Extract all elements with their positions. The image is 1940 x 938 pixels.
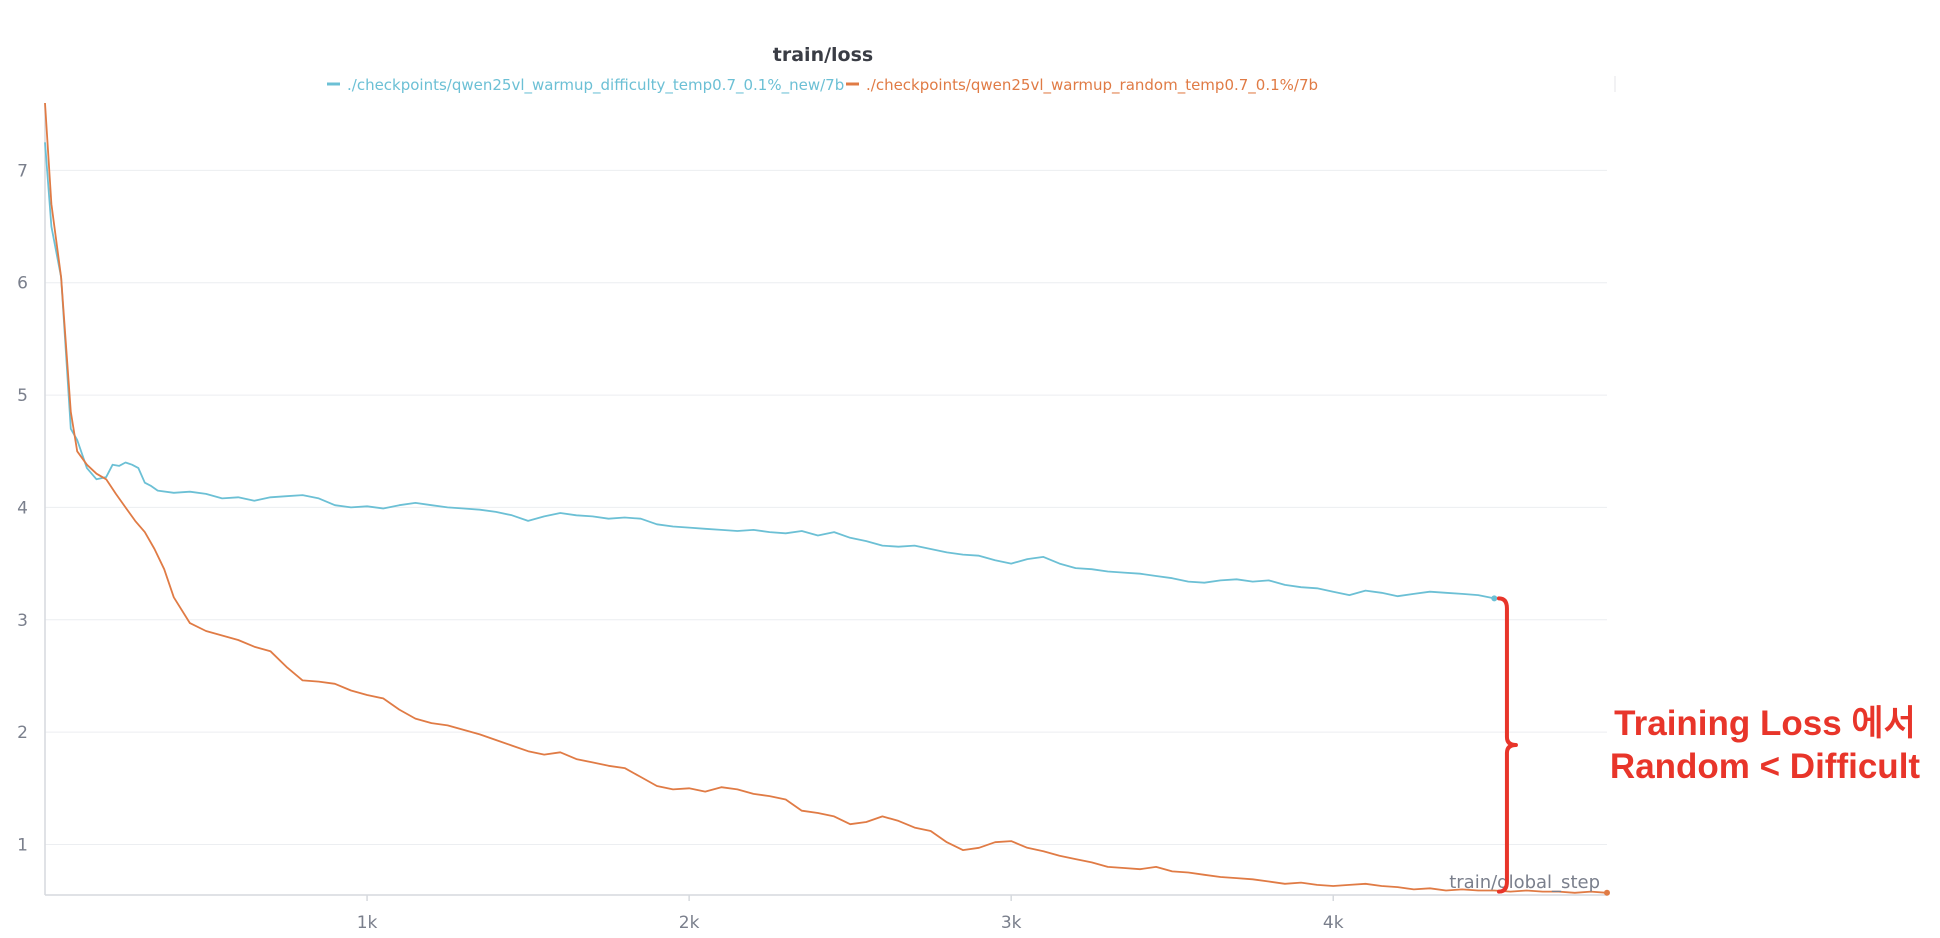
curly-brace bbox=[1496, 596, 1518, 894]
y-tick-label: 2 bbox=[17, 723, 28, 743]
y-tick-label: 3 bbox=[17, 611, 28, 631]
grid-lines bbox=[45, 169, 1607, 845]
x-tick-label: 2k bbox=[679, 913, 700, 933]
y-tick-label: 5 bbox=[17, 386, 28, 406]
x-axis-label: train/global_step bbox=[1449, 872, 1600, 893]
legend-label-difficulty[interactable]: ./checkpoints/qwen25vl_warmup_difficulty… bbox=[347, 76, 844, 95]
x-tick-labels: 1k 2k 3k 4k bbox=[357, 895, 1344, 933]
y-tick-label: 1 bbox=[17, 835, 28, 855]
y-tick-label: 4 bbox=[17, 498, 28, 518]
annotation-line-2: Random < Difficult bbox=[1610, 747, 1920, 786]
legend-label-random[interactable]: ./checkpoints/qwen25vl_warmup_random_tem… bbox=[866, 76, 1318, 95]
series-end-point-1 bbox=[1604, 889, 1610, 896]
y-tick-label: 6 bbox=[17, 274, 28, 294]
series-lines bbox=[44, 102, 1610, 896]
x-tick-label: 3k bbox=[1001, 913, 1022, 933]
chart-title: train/loss bbox=[773, 44, 873, 66]
x-tick-label: 1k bbox=[357, 913, 378, 933]
series-line-0 bbox=[44, 142, 1495, 600]
y-tick-labels: 1 2 3 4 5 6 7 bbox=[17, 161, 28, 855]
axes bbox=[44, 103, 1607, 896]
annotation-line-1: Training Loss 에서 bbox=[1614, 704, 1916, 743]
y-tick-label: 7 bbox=[17, 161, 28, 181]
series-line-1 bbox=[44, 102, 1608, 894]
x-tick-label: 4k bbox=[1323, 913, 1344, 933]
series-end-point-0 bbox=[1491, 595, 1498, 602]
legend[interactable]: ./checkpoints/qwen25vl_warmup_difficulty… bbox=[327, 76, 1318, 95]
annotation: Training Loss 에서 Random < Difficult bbox=[1496, 596, 1920, 894]
